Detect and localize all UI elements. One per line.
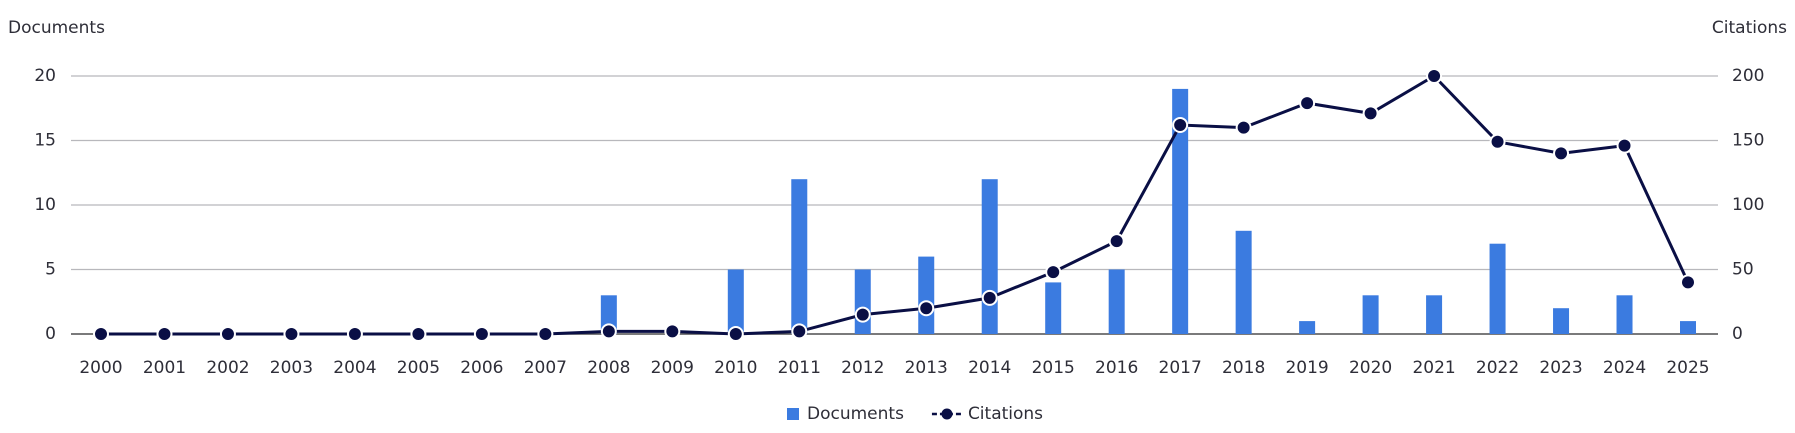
marker: [346, 326, 363, 342]
legend-label: Documents: [807, 404, 904, 424]
x-tick-label: 2010: [714, 358, 757, 378]
bar: [1426, 295, 1443, 334]
marker: [1299, 95, 1316, 112]
legend-swatch: [787, 408, 799, 420]
x-tick-label: 2019: [1285, 358, 1328, 378]
bar: [1489, 243, 1506, 334]
x-tick-label: 2011: [778, 358, 821, 378]
marker: [219, 326, 236, 342]
x-tick-label: 2009: [651, 358, 694, 378]
x-tick-label: 2003: [270, 358, 313, 378]
bar: [1362, 295, 1379, 334]
line: [101, 74, 1690, 336]
bar: [981, 179, 998, 334]
bar: [854, 269, 871, 334]
x-tick-label: 2018: [1222, 358, 1265, 378]
bar: [1108, 269, 1125, 334]
marker: [727, 326, 744, 342]
marker: [1172, 117, 1189, 134]
marker: [791, 323, 808, 340]
y2-tick-label: 200: [1732, 66, 1764, 86]
y-tick-label: 15: [34, 131, 56, 151]
marker: [1426, 68, 1443, 84]
x-tick-label: 2006: [460, 358, 503, 378]
x-tick-label: 2008: [587, 358, 630, 378]
y2-tick-label: 150: [1732, 131, 1764, 151]
bar: [1172, 88, 1189, 335]
x-tick-label: 2004: [333, 358, 376, 378]
bar: [727, 269, 744, 334]
bar: [918, 256, 935, 334]
x-tick-label: 2005: [397, 358, 440, 378]
marker: [156, 326, 173, 342]
marker: [854, 306, 871, 323]
marker: [981, 289, 998, 306]
marker: [1235, 119, 1252, 136]
y-tick-label: 20: [34, 66, 56, 86]
marker: [1045, 264, 1062, 281]
marker: [473, 326, 490, 342]
marker: [410, 326, 427, 342]
x-tick-label: 2000: [79, 358, 122, 378]
x-tick-label: 2023: [1539, 358, 1582, 378]
bar: [791, 179, 808, 334]
marker: [664, 323, 681, 340]
legend-swatch: [941, 408, 953, 420]
x-tick-label: 2002: [206, 358, 249, 378]
x-tick-label: 2007: [524, 358, 567, 378]
x-tick-label: 2021: [1412, 358, 1455, 378]
marker: [1680, 274, 1696, 291]
marker: [1553, 145, 1570, 162]
marker: [93, 326, 109, 342]
y-tick-label: 0: [45, 324, 56, 344]
bar: [1045, 282, 1062, 334]
marker: [1108, 233, 1125, 250]
x-tick-label: 2015: [1032, 358, 1075, 378]
marker: [1616, 137, 1633, 154]
y2-tick-label: 100: [1732, 195, 1764, 215]
x-tick-label: 2014: [968, 358, 1011, 378]
bar: [1299, 321, 1316, 334]
legend-label: Citations: [968, 404, 1043, 424]
x-tick-label: 2016: [1095, 358, 1138, 378]
bar: [1553, 308, 1570, 334]
marker: [600, 323, 617, 340]
bar: [600, 295, 617, 334]
bar: [1616, 295, 1633, 334]
x-tick-label: 2024: [1603, 358, 1646, 378]
x-tick-label: 2012: [841, 358, 884, 378]
x-tick-label: 2022: [1476, 358, 1519, 378]
x-tick-label: 2020: [1349, 358, 1392, 378]
bar: [1680, 321, 1696, 334]
marker: [537, 326, 554, 342]
marker: [1362, 105, 1379, 122]
marker: [918, 300, 935, 317]
y-tick-label: 5: [45, 260, 56, 280]
y2-axis-title: Citations: [1712, 18, 1787, 38]
y-axis-title: Documents: [8, 18, 105, 38]
x-tick-label: 2013: [905, 358, 948, 378]
marker: [1489, 133, 1506, 150]
bar: [1235, 230, 1252, 334]
y2-tick-label: 50: [1732, 260, 1754, 280]
y-tick-label: 10: [34, 195, 56, 215]
x-tick-label: 2001: [143, 358, 186, 378]
x-tick-label: 2025: [1666, 358, 1709, 378]
x-tick-label: 2017: [1159, 358, 1202, 378]
legend: Documents Citations: [787, 404, 1043, 424]
y2-tick-label: 0: [1732, 324, 1743, 344]
marker: [283, 326, 300, 342]
